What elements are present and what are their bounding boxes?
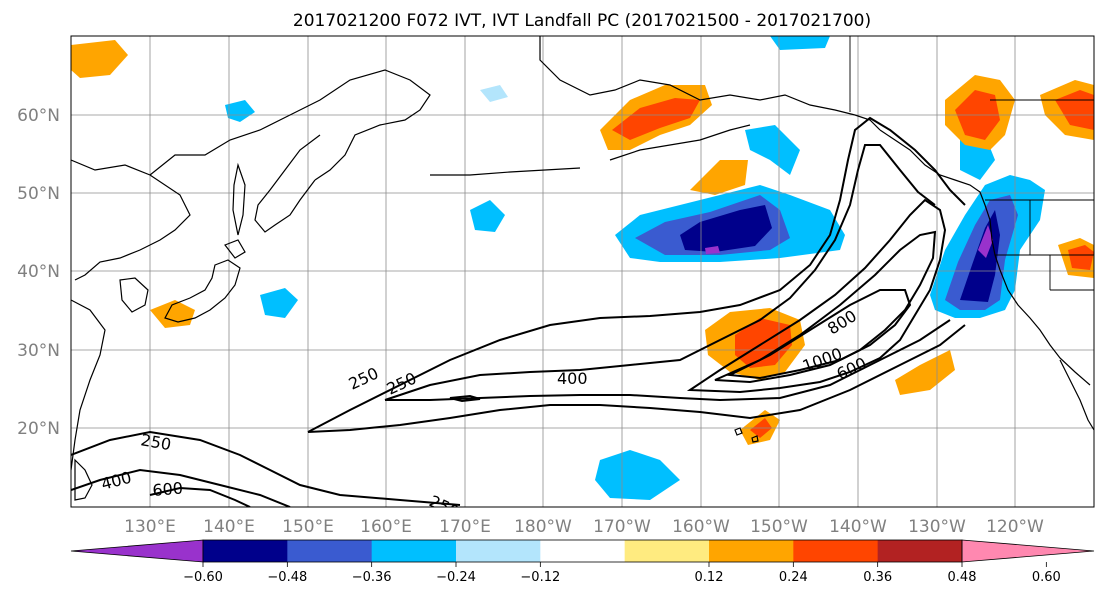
colorbar-segment <box>287 540 373 562</box>
colorbar-tick-label: −0.60 <box>183 570 223 585</box>
colorbar-tick-label: −0.48 <box>267 570 307 585</box>
border-us-states <box>995 200 1094 291</box>
lat-label-30n: 30°N <box>17 341 60 361</box>
coastline-kamchatka <box>254 134 321 233</box>
coastlines <box>71 36 1094 501</box>
lon-label-170e: 170°E <box>439 517 491 537</box>
colorbar-tick-label: −0.12 <box>520 570 560 585</box>
coastline-hawaii <box>734 427 759 443</box>
coastline-alaska <box>539 36 881 131</box>
colorbar: −0.60 −0.48 −0.36 −0.24 −0.12 0.12 0.24 0.36 0.4… <box>70 539 1095 585</box>
lat-label-40n: 40°N <box>17 262 60 282</box>
pc-region-negative-small-4 <box>225 100 255 122</box>
pc-region-positive-alaska-inner <box>612 98 700 140</box>
lon-label-160e: 160°E <box>360 517 412 537</box>
coastline-asia <box>71 159 191 281</box>
coastline-china <box>71 299 106 471</box>
lon-label-140e: 140°E <box>203 517 255 537</box>
lat-label-50n: 50°N <box>17 184 60 204</box>
coastline-okhotsk <box>149 69 431 181</box>
colorbar-segment <box>203 540 288 562</box>
map-panel: 250 250 400 800 1000 600 250 400 600 250 <box>70 35 1095 508</box>
pc-region-positive-bering <box>690 160 748 195</box>
ivt-contour-400 <box>384 144 936 401</box>
lon-label-130e: 130°E <box>124 517 176 537</box>
pc-region-negative-midpacific-peak <box>705 246 720 254</box>
coastline-taiwan-ph <box>74 458 93 501</box>
colorbar-segment <box>793 540 879 562</box>
pc-region-negative-small-6 <box>770 36 830 50</box>
ivt-contour-sw-400 <box>71 468 291 507</box>
ivt-contour-sw-250 <box>71 430 461 506</box>
figure-title: 2017021200 F072 IVT, IVT Landfall PC (20… <box>293 11 871 31</box>
borders <box>849 36 1094 291</box>
coastline-baja <box>1059 359 1094 431</box>
coastline-japan <box>164 259 241 323</box>
pc-region-positive-nw <box>71 40 128 78</box>
pc-region-negative-small-2 <box>260 288 298 318</box>
graticule <box>71 36 1094 507</box>
ivt-contours <box>71 116 966 507</box>
lon-label-160w: 160°W <box>672 517 730 537</box>
ivt-contour-600 <box>686 198 947 394</box>
colorbar-segment <box>624 540 710 562</box>
colorbar-extend-right <box>961 539 1095 563</box>
coastline-hokkaido <box>224 239 246 259</box>
longitude-labels: 130°E 140°E 150°E 160°E 170°E 180°W 170°… <box>124 517 1044 537</box>
map-frame <box>70 35 1095 508</box>
contour-label-sw-600: 600 <box>152 478 184 500</box>
colorbar-tick-label: 0.12 <box>695 570 724 585</box>
colorbar-ticks: −0.60 −0.48 −0.36 −0.24 −0.12 0.12 0.24 0.36 0.4… <box>183 562 1061 585</box>
colorbar-tick-label: −0.36 <box>352 570 392 585</box>
ivt-contour-1000 <box>726 289 912 380</box>
colorbar-tick-label: −0.24 <box>436 570 476 585</box>
colorbar-tick-label: 0.24 <box>779 570 808 585</box>
colorbar-segment <box>877 540 963 562</box>
lon-label-120w: 120°W <box>986 517 1044 537</box>
lon-label-170w: 170°W <box>593 517 651 537</box>
coastline-korea <box>119 277 149 313</box>
coastline-bc <box>879 129 1091 386</box>
colorbar-tick-label: 0.48 <box>948 570 977 585</box>
pc-region-positive-ca-inner <box>1068 245 1094 270</box>
ivt-contour-small <box>449 394 481 403</box>
lon-label-150e: 150°E <box>282 517 334 537</box>
colorbar-segment <box>540 540 626 562</box>
contour-label-400: 400 <box>557 369 588 388</box>
colorbar-segment <box>456 540 541 562</box>
pc-region-negative-midpacific-core <box>680 205 772 252</box>
coastline-aleutians-2 <box>430 167 581 176</box>
lat-label-20n: 20°N <box>17 419 60 439</box>
colorbar-segments <box>70 539 1095 563</box>
lon-label-130w: 130°W <box>908 517 966 537</box>
colorbar-tick-label: 0.60 <box>1032 570 1061 585</box>
coastline-aleutians <box>609 124 751 161</box>
colorbar-frame <box>202 539 963 563</box>
lon-label-140w: 140°W <box>829 517 887 537</box>
ivt-contour-800 <box>714 230 937 384</box>
coastline-sakhalin <box>232 162 246 236</box>
pc-region-positive-subtropical <box>895 350 955 395</box>
pc-region-negative-small-3 <box>595 450 680 500</box>
ivt-contour-sw-600 <box>149 486 251 507</box>
ivt-contour-250-lower <box>307 324 966 433</box>
colorbar-tick-label: 0.36 <box>863 570 892 585</box>
ivt-contour-250 <box>307 116 966 433</box>
latitude-labels: 60°N 50°N 40°N 30°N 20°N <box>17 106 60 439</box>
lat-label-60n: 60°N <box>17 106 60 126</box>
pc-region-negative-small-5 <box>480 85 508 102</box>
pc-region-negative-small-1 <box>470 200 505 232</box>
lon-label-180w: 180°W <box>514 517 572 537</box>
pc-region-negative-alaska <box>745 125 800 175</box>
pc-region-negative-coast-peak <box>978 225 993 258</box>
colorbar-segment <box>371 540 457 562</box>
colorbar-segment <box>709 540 794 562</box>
pc-shading-layer <box>71 36 1094 500</box>
colorbar-extend-left <box>70 539 204 563</box>
lon-label-150w: 150°W <box>750 517 808 537</box>
